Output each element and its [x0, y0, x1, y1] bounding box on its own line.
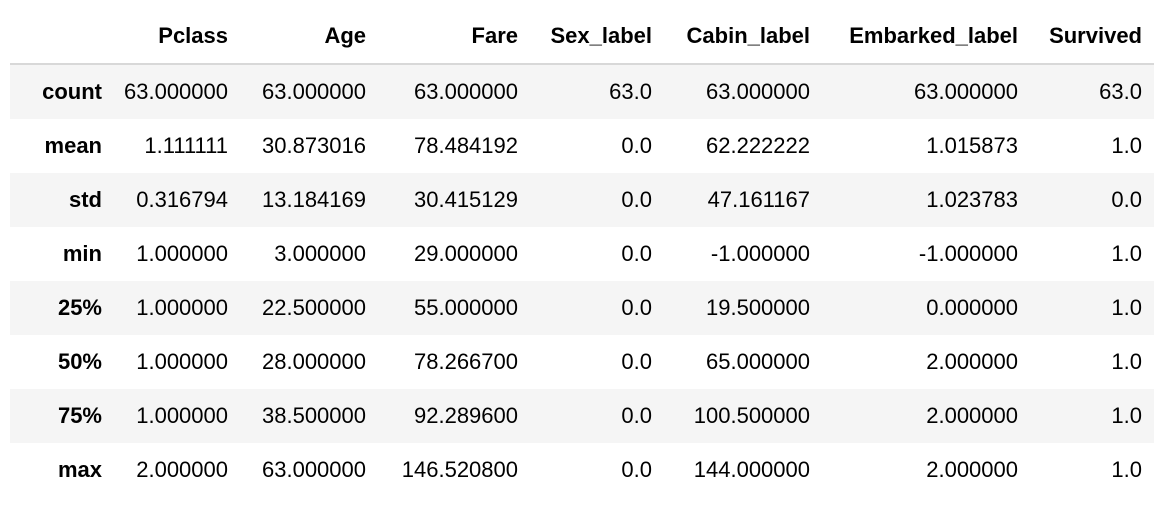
table-cell: 63.000000 — [914, 79, 1018, 104]
table-cell: 65.000000 — [706, 349, 810, 374]
column-header-pclass: Pclass — [114, 9, 240, 65]
table-cell: 0.0 — [621, 241, 652, 266]
table-cell: 78.484192 — [414, 133, 518, 158]
table-cell: 144.000000 — [693, 457, 810, 482]
table-cell: 1.023783 — [926, 187, 1018, 212]
row-label: min — [62, 241, 102, 266]
table-cell: 0.0 — [621, 457, 652, 482]
table-cell: 0.0 — [621, 133, 652, 158]
table-cell: 0.000000 — [926, 295, 1018, 320]
table-row: count 63.000000 63.000000 63.000000 63.0… — [10, 64, 1154, 119]
describe-table: Pclass Age Fare Sex_label Cabin_label Em… — [10, 9, 1154, 497]
table-header: Pclass Age Fare Sex_label Cabin_label Em… — [10, 9, 1154, 65]
header-row: Pclass Age Fare Sex_label Cabin_label Em… — [10, 9, 1154, 65]
table-row: max 2.000000 63.000000 146.520800 0.0 14… — [10, 443, 1154, 497]
row-label: 75% — [57, 403, 102, 428]
table-cell: 28.000000 — [262, 349, 366, 374]
table-cell: 100.500000 — [693, 403, 810, 428]
table-cell: 1.0 — [1111, 403, 1142, 428]
table-cell: 0.316794 — [136, 187, 228, 212]
table-row: 25% 1.000000 22.500000 55.000000 0.0 19.… — [10, 281, 1154, 335]
column-header-age: Age — [240, 9, 378, 65]
table-cell: 1.0 — [1111, 133, 1142, 158]
table-cell: 1.015873 — [926, 133, 1018, 158]
column-header-survived: Survived — [1030, 9, 1154, 65]
table-cell: 1.0 — [1111, 457, 1142, 482]
table-row: 75% 1.000000 38.500000 92.289600 0.0 100… — [10, 389, 1154, 443]
table-cell: 0.0 — [621, 349, 652, 374]
table-cell: 63.000000 — [706, 79, 810, 104]
table-cell: 2.000000 — [926, 403, 1018, 428]
table-cell: 1.0 — [1111, 241, 1142, 266]
table-cell: 2.000000 — [136, 457, 228, 482]
row-label: mean — [44, 133, 102, 158]
table-cell: 63.000000 — [124, 79, 228, 104]
table-row: mean 1.111111 30.873016 78.484192 0.0 62… — [10, 119, 1154, 173]
column-header-embarked-label: Embarked_label — [822, 9, 1030, 65]
table-cell: 63.000000 — [262, 79, 366, 104]
table-row: min 1.000000 3.000000 29.000000 0.0 -1.0… — [10, 227, 1154, 281]
table-row: std 0.316794 13.184169 30.415129 0.0 47.… — [10, 173, 1154, 227]
table-cell: 78.266700 — [414, 349, 518, 374]
table-cell: 63.000000 — [414, 79, 518, 104]
table-cell: 1.0 — [1111, 295, 1142, 320]
table-cell: 55.000000 — [414, 295, 518, 320]
table-cell: 1.000000 — [136, 241, 228, 266]
row-label: count — [42, 79, 102, 104]
table-cell: 0.0 — [1111, 187, 1142, 212]
table-cell: 13.184169 — [262, 187, 366, 212]
table-cell: 2.000000 — [926, 457, 1018, 482]
row-label: max — [57, 457, 102, 482]
table-cell: 29.000000 — [414, 241, 518, 266]
table-cell: 1.111111 — [144, 133, 228, 158]
index-header — [10, 9, 114, 65]
table-cell: 30.415129 — [414, 187, 518, 212]
column-header-fare: Fare — [378, 9, 530, 65]
table-cell: 63.0 — [1099, 79, 1142, 104]
table-cell: 19.500000 — [706, 295, 810, 320]
table-cell: 2.000000 — [926, 349, 1018, 374]
table-cell: 1.0 — [1111, 349, 1142, 374]
table-cell: 0.0 — [621, 187, 652, 212]
table-cell: 1.000000 — [136, 295, 228, 320]
table-cell: 30.873016 — [262, 133, 366, 158]
table-cell: 0.0 — [621, 295, 652, 320]
table-cell: -1.000000 — [918, 241, 1018, 266]
table-body: count 63.000000 63.000000 63.000000 63.0… — [10, 64, 1154, 497]
table-cell: 38.500000 — [262, 403, 366, 428]
table-cell: 3.000000 — [274, 241, 366, 266]
table-cell: 62.222222 — [706, 133, 810, 158]
table-cell: 1.000000 — [136, 349, 228, 374]
column-header-sex-label: Sex_label — [530, 9, 664, 65]
table-cell: 1.000000 — [136, 403, 228, 428]
table-cell: 63.0 — [609, 79, 652, 104]
row-label: 50% — [57, 349, 102, 374]
table-cell: 22.500000 — [262, 295, 366, 320]
table-cell: 0.0 — [621, 403, 652, 428]
table-cell: 92.289600 — [414, 403, 518, 428]
row-label: std — [69, 187, 102, 212]
table-cell: 146.520800 — [401, 457, 518, 482]
table-cell: 63.000000 — [262, 457, 366, 482]
table-cell: -1.000000 — [710, 241, 810, 266]
table-cell: 47.161167 — [707, 187, 810, 212]
row-label: 25% — [57, 295, 102, 320]
column-header-cabin-label: Cabin_label — [664, 9, 822, 65]
table-row: 50% 1.000000 28.000000 78.266700 0.0 65.… — [10, 335, 1154, 389]
